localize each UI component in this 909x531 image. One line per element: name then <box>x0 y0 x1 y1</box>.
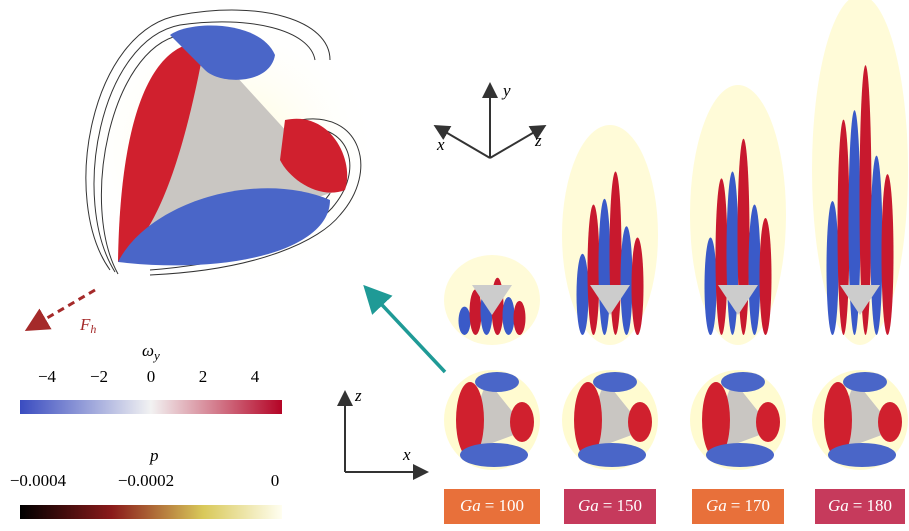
panel-label-eq: = 180 <box>853 496 892 515</box>
panel-label-var: Ga <box>828 496 849 515</box>
vortex <box>878 402 902 442</box>
vortex <box>475 372 519 392</box>
label-box <box>564 489 656 524</box>
vortex <box>826 200 839 335</box>
vortex <box>702 382 730 458</box>
vortex <box>828 443 896 467</box>
label-box <box>815 489 905 524</box>
axis-label: x <box>436 135 445 154</box>
vortex <box>837 119 850 336</box>
vortex <box>593 372 637 392</box>
vortex <box>759 218 772 335</box>
vortex <box>706 443 774 467</box>
panel-label-eq: = 170 <box>731 496 770 515</box>
panel-label-var: Ga <box>578 496 599 515</box>
vortex <box>513 300 526 335</box>
axis-label: z <box>534 131 542 150</box>
colorbar-tick-label: −4 <box>38 367 57 386</box>
colorbar-tick-label: −2 <box>90 367 108 386</box>
vortex <box>859 65 872 335</box>
panel-label: Ga = 150 <box>578 496 642 515</box>
body <box>472 285 512 315</box>
colorbar-tick-label: 0 <box>147 367 156 386</box>
colorbar-tick-label: 4 <box>251 367 260 386</box>
vortex <box>631 237 644 335</box>
vorticity-label: ωy <box>142 341 160 363</box>
vortex <box>456 382 484 458</box>
vortex <box>704 237 717 335</box>
vortex <box>756 402 780 442</box>
label-box <box>692 489 784 524</box>
vortex <box>578 443 646 467</box>
panel-label-eq: = 100 <box>485 496 524 515</box>
body <box>718 285 758 315</box>
vortex <box>628 402 652 442</box>
panel-label: Ga = 170 <box>706 496 770 515</box>
vortex <box>721 372 765 392</box>
vortex <box>848 110 861 335</box>
vortex <box>843 372 887 392</box>
vortex <box>587 204 600 335</box>
colorbar-tick-label: 2 <box>199 367 208 386</box>
vortex <box>598 198 611 335</box>
force-label: Fh <box>79 315 96 336</box>
axis-label: z <box>354 386 362 405</box>
panel-label: Ga = 180 <box>828 496 892 515</box>
vortex <box>574 382 602 458</box>
vortex <box>510 402 534 442</box>
body <box>590 285 630 315</box>
vortex <box>824 382 852 458</box>
panel-label-var: Ga <box>706 496 727 515</box>
vortex <box>502 296 515 335</box>
body <box>840 285 880 315</box>
colorbar-tick-label: −0.0004 <box>10 471 67 490</box>
axis-label: y <box>501 81 511 100</box>
colorbar-tick-label: −0.0002 <box>118 471 174 490</box>
panel-label: Ga = 100 <box>460 496 524 515</box>
vortex <box>576 253 589 335</box>
vortex <box>469 289 482 335</box>
vortex <box>460 443 528 467</box>
vortex <box>881 174 894 335</box>
large-vortex-view <box>80 9 380 290</box>
axis-label: x <box>402 445 411 464</box>
vortex <box>748 204 761 335</box>
vortex <box>715 178 728 335</box>
pressure-colorbar <box>20 505 282 519</box>
vortex <box>458 306 471 335</box>
panel-label-eq: = 150 <box>603 496 642 515</box>
pressure-label: p <box>149 446 159 465</box>
vortex <box>870 155 883 335</box>
colorbar-tick-label: 0 <box>271 471 280 490</box>
vorticity-colorbar <box>20 400 282 414</box>
panel-label-var: Ga <box>460 496 481 515</box>
label-box <box>444 489 540 524</box>
vortex <box>620 226 633 335</box>
